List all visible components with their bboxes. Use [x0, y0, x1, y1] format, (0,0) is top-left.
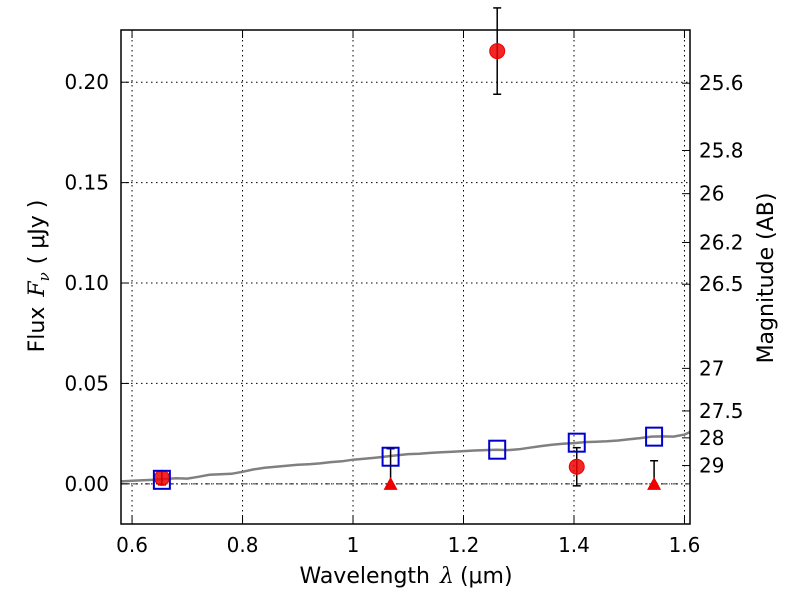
x-axis-label: Wavelength λ (μm): [299, 564, 512, 589]
model-photometry-point: [381, 446, 400, 467]
y-axis-label-text: Flux: [25, 307, 50, 353]
y2-axis-ticks: 25.6 25.8 26 26.2 26.5 27 27.5 28 29: [682, 71, 744, 478]
y-axis-label-symbol: F: [25, 281, 50, 298]
y2-tick-label: 29: [699, 454, 724, 478]
x-axis-label-symbol: λ: [439, 564, 454, 589]
y2-tick-label: 27: [699, 356, 724, 380]
plot-frame: [120, 29, 691, 525]
y2-axis-label: Magnitude (AB): [754, 193, 779, 364]
y2-tick-label: 25.8: [699, 138, 744, 162]
upper-limit-point: [383, 476, 398, 490]
y2-tick-label: 26.2: [699, 230, 744, 254]
y-axis-ticks: 0.00 0.05 0.10 0.15 0.20: [64, 70, 129, 496]
y-axis-label-unit: ( μJy ): [25, 200, 50, 265]
y2-tick-label: 27.5: [699, 399, 744, 423]
y2-tick-label: 26.5: [699, 272, 744, 296]
detection-point: [153, 469, 170, 486]
x-tick-label: 1.4: [558, 533, 590, 557]
y-axis-label: Flux Fν ( μJy ): [25, 200, 53, 353]
x-axis-label-text: Wavelength: [299, 564, 430, 589]
model-photometry-point: [645, 426, 664, 447]
x-tick-label: 1: [347, 533, 360, 557]
upper-limit-point: [647, 476, 662, 490]
model-spectrum: [120, 430, 691, 483]
x-tick-label: 1.6: [669, 533, 701, 557]
grid-lines: [121, 30, 690, 524]
y2-tick-label: 28: [699, 426, 724, 450]
y-tick-label: 0.20: [64, 70, 109, 94]
x-tick-label: 0.8: [227, 533, 259, 557]
y2-tick-label: 26: [699, 182, 724, 206]
x-axis-ticks: 0.6 0.8 1 1.2 1.4 1.6: [116, 30, 700, 557]
detection-point: [489, 43, 506, 60]
model-photometry-point: [567, 432, 586, 453]
y-tick-label: 0.10: [64, 271, 109, 295]
data-markers: [152, 7, 664, 490]
y2-tick-label: 25.6: [699, 71, 744, 95]
detection-point: [568, 458, 585, 475]
y-tick-label: 0.05: [64, 371, 109, 395]
x-tick-label: 1.2: [448, 533, 480, 557]
y-tick-label: 0.00: [64, 472, 109, 496]
x-axis-label-unit: (μm): [460, 564, 513, 589]
y-axis-label-subscript: ν: [35, 272, 53, 281]
model-photometry-point: [152, 469, 171, 490]
spectrum-line: [120, 430, 691, 483]
y-tick-label: 0.15: [64, 171, 109, 195]
model-photometry-point: [488, 439, 507, 460]
x-tick-label: 0.6: [116, 533, 148, 557]
